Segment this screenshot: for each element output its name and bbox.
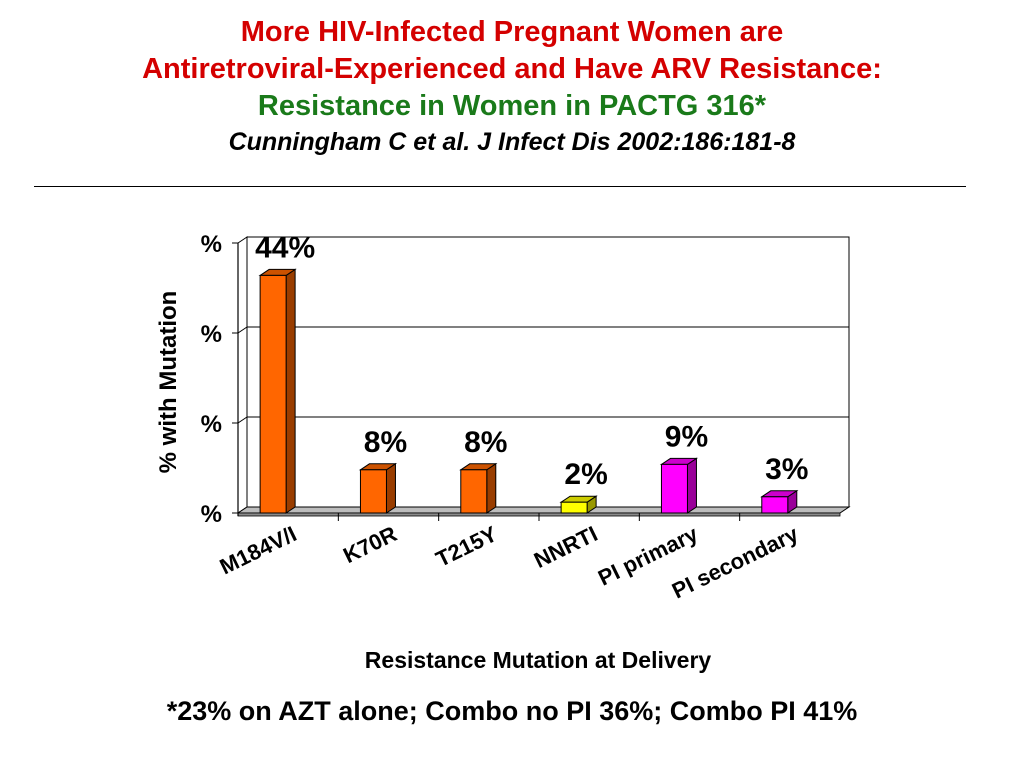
- x-tick-label: T215Y: [432, 521, 502, 572]
- bar-side: [285, 268, 296, 514]
- gridline-side: [237, 326, 248, 334]
- bar: [660, 463, 688, 514]
- bar: [259, 274, 287, 514]
- y-tick-label: %: [201, 231, 222, 258]
- slide-subtitle: Resistance in Women in PACTG 316*: [257, 90, 767, 122]
- y-tick-label: %: [201, 411, 222, 438]
- x-tick-label: NNRTI: [530, 521, 601, 573]
- data-label: 3%: [765, 453, 808, 486]
- x-tick-label: M184V/I: [216, 521, 301, 579]
- y-tick-label: %: [201, 321, 222, 348]
- bar-chart: %%%% 44%8% 8%2%9%3%M184V/I K70R T215Y NNRTIPI…: [155, 231, 851, 673]
- plot-back-wall: [246, 236, 850, 508]
- bar-side: [686, 457, 697, 514]
- y-tick-label: %: [201, 501, 222, 528]
- data-label: 9%: [665, 420, 708, 453]
- citation: Cunningham C et al. J Infect Dis 2002:18…: [228, 128, 796, 156]
- slide-title-line-2: Antiretroviral-Experienced and Have ARV …: [142, 53, 882, 85]
- plot-floor: [236, 506, 851, 514]
- x-tick-label: K70R: [339, 521, 401, 568]
- data-label: 8%: [364, 426, 407, 459]
- bar-side: [486, 462, 497, 514]
- bar-side: [385, 462, 396, 514]
- data-label: 44%: [255, 231, 315, 264]
- title-divider: [34, 186, 966, 187]
- bar: [761, 496, 789, 514]
- bar: [460, 469, 488, 514]
- title-block: More HIV-Infected Pregnant Women are Ant…: [0, 14, 1024, 159]
- gridline-side: [237, 416, 248, 424]
- footnote: *23% on AZT alone; Combo no PI 36%; Comb…: [166, 696, 858, 726]
- data-label: 8%: [464, 426, 507, 459]
- bar: [359, 469, 387, 514]
- plot-side-wall: [237, 236, 248, 514]
- slide-title-line-1: More HIV-Infected Pregnant Women are: [240, 16, 784, 48]
- bar: [560, 501, 588, 514]
- y-axis-title: % with Mutation: [155, 291, 182, 474]
- x-axis-title: Resistance Mutation at Delivery: [365, 647, 712, 673]
- data-label: 2%: [564, 458, 607, 491]
